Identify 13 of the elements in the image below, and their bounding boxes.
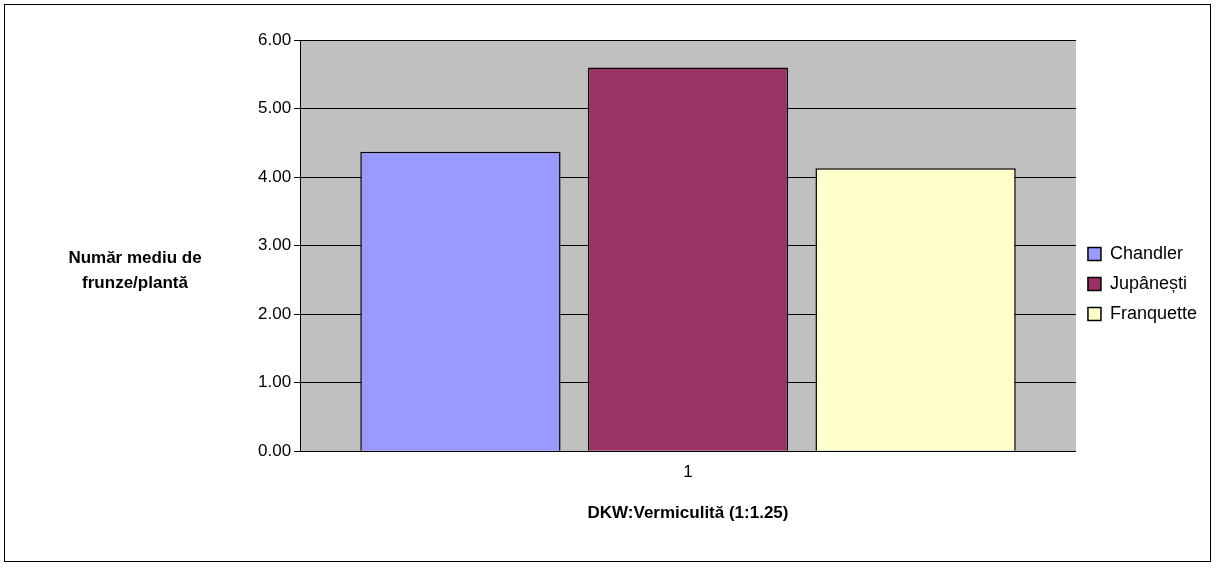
y-tick-label: 2.00 [257,303,292,323]
y-tick-label: 0.00 [257,440,292,460]
legend-label: Chandler [1109,242,1183,263]
y-tick-label: 4.00 [257,166,292,186]
x-tick-label: 1 [683,462,693,482]
y-tick-label: 3.00 [257,235,292,255]
y-tick-label: 5.00 [257,98,292,118]
y-tick-label: 6.00 [257,29,292,49]
x-axis-title: DKW:Vermiculită (1:1.25) [587,503,789,523]
y-tick-label: 1.00 [257,372,292,392]
y-axis-title: Număr mediu de frunze/plantă [67,247,203,294]
legend-label: Franquette [1109,302,1198,323]
legend-label: Jupânești [1109,272,1188,293]
